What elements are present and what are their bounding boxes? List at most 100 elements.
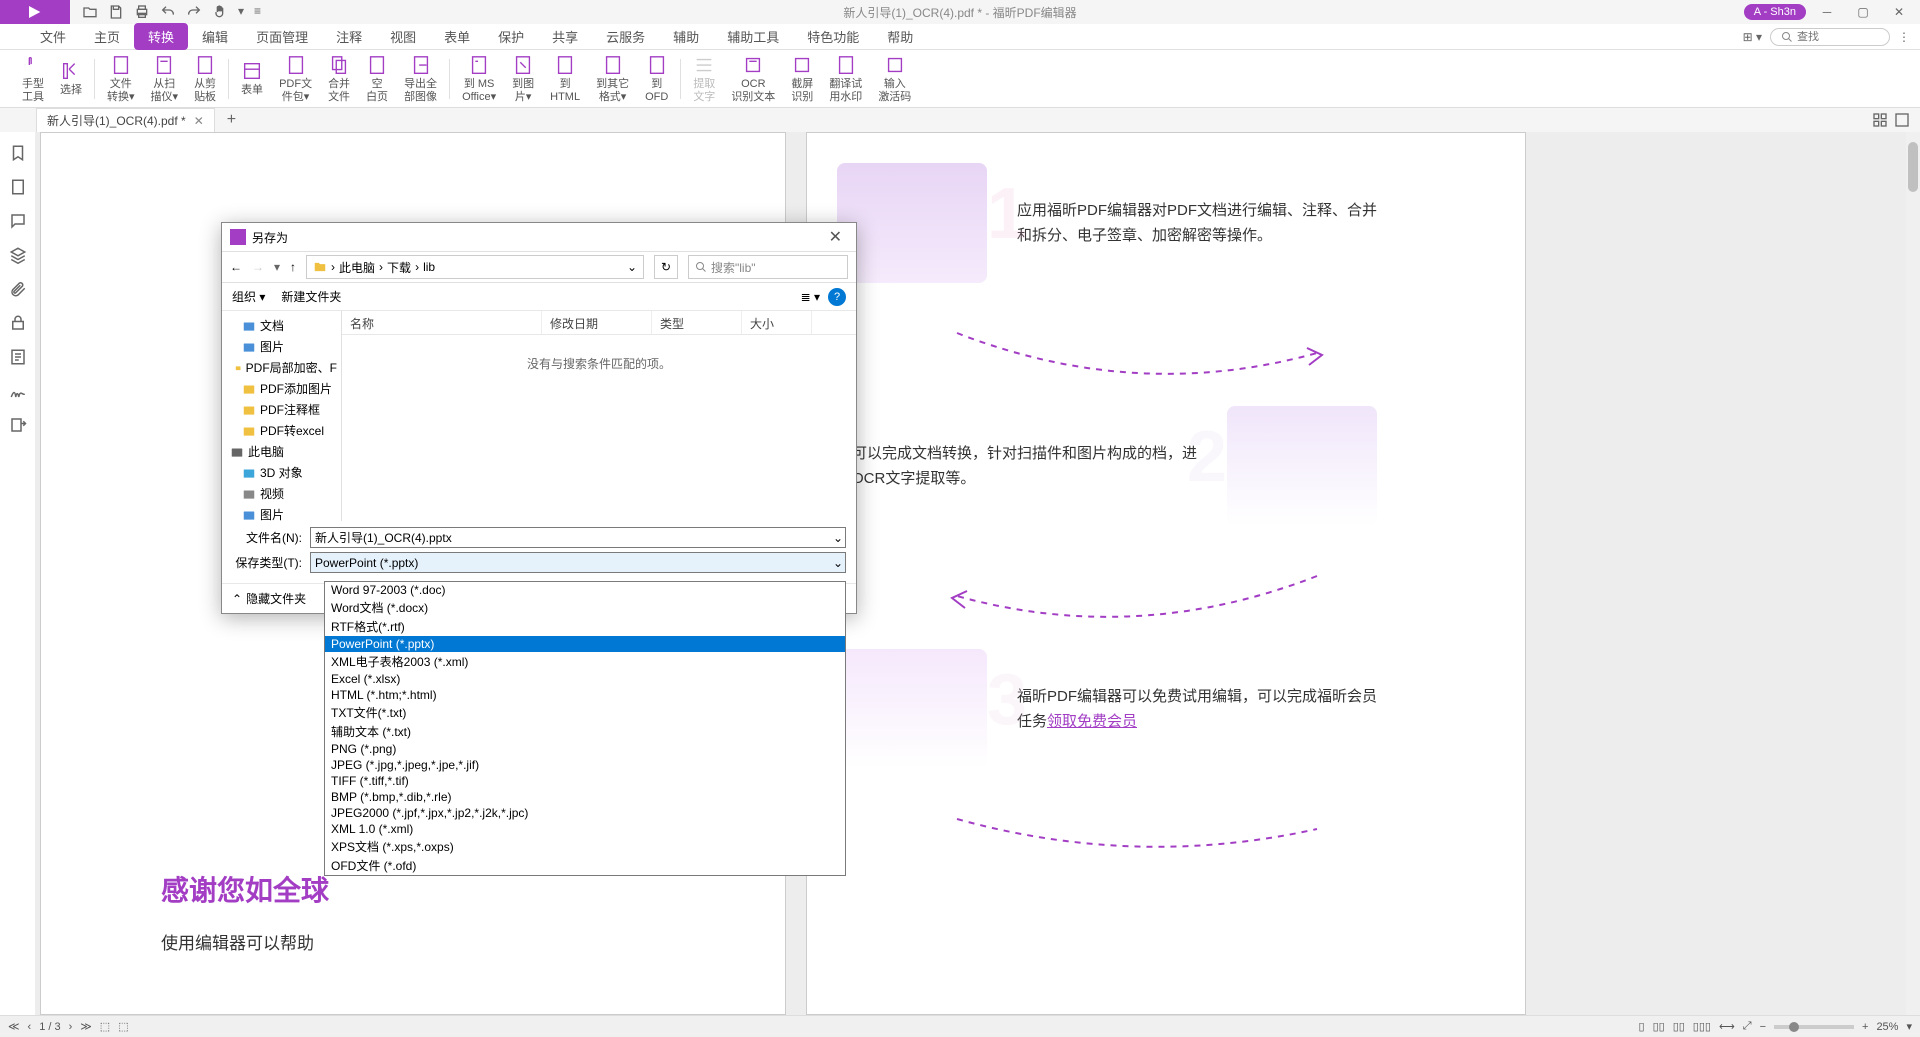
view-continuous-icon[interactable]: ▯▯ [1653, 1020, 1665, 1033]
ribbon-btn-14[interactable]: 到OFD [637, 52, 676, 104]
layers-icon[interactable] [9, 246, 27, 264]
hand-icon[interactable] [212, 4, 228, 20]
filename-dropdown-icon[interactable]: ⌄ [833, 531, 843, 545]
fit-page-icon[interactable]: ⤢ [1743, 1020, 1752, 1033]
menu-页面管理[interactable]: 页面管理 [242, 23, 322, 50]
form-icon[interactable] [9, 348, 27, 366]
ribbon-btn-2[interactable]: 文件转换▾ [99, 52, 143, 104]
prev-page-icon[interactable]: ‹ [28, 1021, 32, 1033]
zoom-dropdown-icon[interactable]: ▾ [1906, 1020, 1912, 1033]
ribbon-btn-9[interactable]: 导出全部图像 [396, 52, 445, 104]
zoom-slider[interactable] [1774, 1025, 1854, 1029]
nav-icon-1[interactable]: ⬚ [100, 1020, 110, 1033]
free-member-link[interactable]: 领取免费会员 [1047, 713, 1137, 730]
tree-item[interactable]: 3D 对象 [222, 462, 341, 483]
menu-特色功能[interactable]: 特色功能 [793, 23, 873, 50]
address-bar[interactable]: ›此电脑 ›下载 ›lib ⌄ [306, 255, 644, 279]
grid-view-icon[interactable] [1872, 112, 1888, 128]
menu-dropdown-icon[interactable]: ⊞ ▾ [1743, 30, 1762, 44]
export-icon[interactable] [9, 416, 27, 434]
menu-辅助工具[interactable]: 辅助工具 [713, 23, 793, 50]
menu-云服务[interactable]: 云服务 [592, 23, 659, 50]
folder-tree[interactable]: 文档图片PDF局部加密、FPDF添加图片PDF注释框PDF转excel此电脑3D… [222, 311, 342, 521]
organize-button[interactable]: 组织 ▾ [232, 288, 265, 305]
nav-forward-icon[interactable]: → [252, 260, 264, 274]
next-page-icon[interactable]: › [69, 1021, 73, 1033]
menu-more-icon[interactable]: ⋮ [1898, 30, 1910, 44]
dropdown-option[interactable]: JPEG2000 (*.jpf,*.jpx,*.jp2,*.j2k,*.jpc) [325, 805, 845, 821]
nav-back-icon[interactable]: ← [230, 260, 242, 274]
ribbon-btn-1[interactable]: 选择 [52, 58, 90, 98]
ribbon-btn-0[interactable]: 手型工具 [14, 52, 52, 104]
ribbon-btn-15[interactable]: 提取文字 [685, 52, 723, 104]
ribbon-btn-16[interactable]: OCR识别文本 [723, 52, 783, 104]
vertical-scrollbar[interactable] [1906, 132, 1920, 1015]
menu-表单[interactable]: 表单 [430, 23, 484, 50]
tree-item[interactable]: PDF注释框 [222, 399, 341, 420]
dropdown-option[interactable]: XML电子表格2003 (*.xml) [325, 652, 845, 671]
zoom-in-icon[interactable]: + [1862, 1021, 1868, 1033]
nav-dropdown-icon[interactable]: ▾ [274, 260, 280, 274]
dropdown-option[interactable]: Word文档 (*.docx) [325, 598, 845, 617]
dialog-close-button[interactable]: ✕ [823, 227, 848, 247]
dialog-titlebar[interactable]: 另存为 ✕ [222, 223, 856, 251]
ribbon-btn-12[interactable]: 到HTML [542, 52, 588, 104]
dropdown-option[interactable]: XPS文档 (*.xps,*.oxps) [325, 837, 845, 856]
ribbon-btn-11[interactable]: 到图片▾ [504, 52, 542, 104]
qat-dropdown-icon[interactable]: ▾ [238, 4, 244, 20]
file-list-area[interactable]: 名称 修改日期 类型 大小 没有与搜索条件匹配的项。 [342, 311, 856, 521]
menu-注释[interactable]: 注释 [322, 23, 376, 50]
undo-icon[interactable] [160, 4, 176, 20]
filename-input[interactable]: 新人引导(1)_OCR(4).pptx ⌄ [310, 527, 846, 548]
header-name[interactable]: 名称 [342, 311, 542, 334]
redo-icon[interactable] [186, 4, 202, 20]
ribbon-btn-17[interactable]: 截屏识别 [783, 52, 821, 104]
dropdown-option[interactable]: Excel (*.xlsx) [325, 671, 845, 687]
ribbon-btn-3[interactable]: 从扫描仪▾ [143, 52, 187, 104]
nav-up-icon[interactable]: ↑ [290, 260, 296, 274]
dropdown-option[interactable]: XML 1.0 (*.xml) [325, 821, 845, 837]
dropdown-option[interactable]: 辅助文本 (*.txt) [325, 722, 845, 741]
zoom-level[interactable]: 25% [1876, 1021, 1898, 1033]
menu-辅助[interactable]: 辅助 [659, 23, 713, 50]
ribbon-btn-19[interactable]: 输入激活码 [870, 52, 919, 104]
ribbon-btn-6[interactable]: PDF文件包▾ [271, 52, 320, 104]
menu-共享[interactable]: 共享 [538, 23, 592, 50]
ribbon-btn-13[interactable]: 到其它格式▾ [588, 52, 637, 104]
user-badge[interactable]: A - Sh3n [1744, 4, 1806, 20]
menu-视图[interactable]: 视图 [376, 23, 430, 50]
close-button[interactable]: ✕ [1884, 2, 1914, 22]
filetype-dropdown-list[interactable]: Word 97-2003 (*.doc)Word文档 (*.docx)RTF格式… [324, 581, 846, 876]
fit-width-icon[interactable]: ⟷ [1719, 1020, 1735, 1033]
tree-item[interactable]: PDF添加图片 [222, 378, 341, 399]
menu-文件[interactable]: 文件 [26, 23, 80, 50]
new-tab-button[interactable]: + [215, 111, 248, 129]
tree-item[interactable]: 视频 [222, 483, 341, 504]
menu-帮助[interactable]: 帮助 [873, 23, 927, 50]
document-tab[interactable]: 新人引导(1)_OCR(4).pdf * ✕ [36, 108, 215, 132]
ribbon-btn-10[interactable]: 到 MSOffice▾ [454, 52, 504, 104]
header-size[interactable]: 大小 [742, 311, 812, 334]
menu-编辑[interactable]: 编辑 [188, 23, 242, 50]
qat-overflow-icon[interactable]: ≡ [254, 4, 261, 20]
tree-item[interactable]: PDF转excel [222, 420, 341, 441]
ribbon-btn-7[interactable]: 合并文件 [320, 52, 358, 104]
pages-icon[interactable] [9, 178, 27, 196]
dropdown-option[interactable]: JPEG (*.jpg,*.jpeg,*.jpe,*.jif) [325, 757, 845, 773]
view-cover-icon[interactable]: ▯▯▯ [1693, 1020, 1711, 1033]
list-view-icon[interactable] [1894, 112, 1910, 128]
zoom-out-icon[interactable]: − [1760, 1021, 1766, 1033]
ribbon-btn-18[interactable]: 翻译试用水印 [821, 52, 870, 104]
signature-icon[interactable] [9, 382, 27, 400]
open-icon[interactable] [82, 4, 98, 20]
new-folder-button[interactable]: 新建文件夹 [281, 288, 341, 305]
menu-主页[interactable]: 主页 [80, 23, 134, 50]
dropdown-option[interactable]: RTF格式(*.rtf) [325, 617, 845, 636]
nav-icon-2[interactable]: ⬚ [118, 1020, 128, 1033]
tree-item[interactable]: PDF局部加密、F [222, 357, 341, 378]
refresh-button[interactable]: ↻ [654, 255, 678, 279]
filetype-dropdown[interactable]: PowerPoint (*.pptx) ⌄ [310, 552, 846, 573]
help-icon[interactable]: ? [828, 288, 846, 306]
filetype-dropdown-icon[interactable]: ⌄ [833, 556, 843, 570]
dropdown-option[interactable]: OFD文件 (*.ofd) [325, 856, 845, 875]
